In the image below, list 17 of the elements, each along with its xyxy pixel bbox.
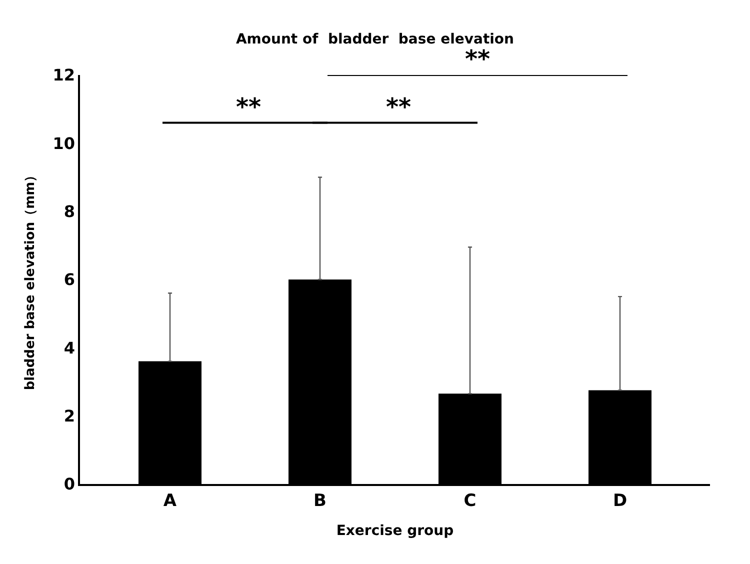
y-tick-label: 4 xyxy=(64,338,76,358)
x-axis-title: Exercise group xyxy=(336,522,454,539)
x-tick-label: B xyxy=(314,491,326,512)
y-tick-label: 6 xyxy=(64,270,76,290)
annotation: ** xyxy=(236,93,262,121)
x-tick-label: C xyxy=(464,491,476,512)
annotation: ** xyxy=(386,93,412,121)
x-tick-label: A xyxy=(163,491,178,512)
y-axis-title: bladder base elevation（mm） xyxy=(23,168,38,390)
chart-title: Amount of bladder base elevation xyxy=(236,32,514,48)
text: ** xyxy=(465,45,491,73)
y-tick-label: 10 xyxy=(52,134,76,153)
x-tick-label: D xyxy=(612,491,628,512)
y-tick-label: 0 xyxy=(64,474,76,494)
y-tick-label: 12 xyxy=(52,66,76,85)
y-tick-label: 8 xyxy=(64,202,76,221)
y-tick-label: 2 xyxy=(64,406,76,426)
